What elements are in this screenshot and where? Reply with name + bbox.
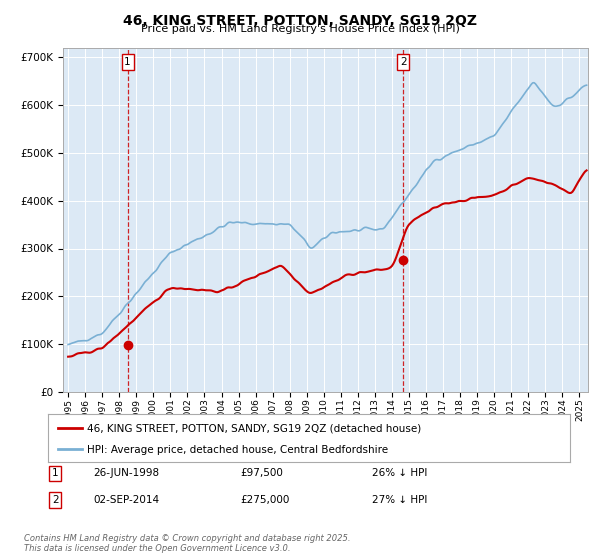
Text: Price paid vs. HM Land Registry's House Price Index (HPI): Price paid vs. HM Land Registry's House … <box>140 24 460 34</box>
Text: 27% ↓ HPI: 27% ↓ HPI <box>372 495 427 505</box>
Text: 46, KING STREET, POTTON, SANDY, SG19 2QZ (detached house): 46, KING STREET, POTTON, SANDY, SG19 2QZ… <box>87 424 421 433</box>
Text: 1: 1 <box>52 468 59 478</box>
Text: HPI: Average price, detached house, Central Bedfordshire: HPI: Average price, detached house, Cent… <box>87 445 388 455</box>
Text: 1: 1 <box>124 57 131 67</box>
Text: £275,000: £275,000 <box>240 495 289 505</box>
Text: 26-JUN-1998: 26-JUN-1998 <box>93 468 159 478</box>
Text: Contains HM Land Registry data © Crown copyright and database right 2025.
This d: Contains HM Land Registry data © Crown c… <box>24 534 350 553</box>
Text: £97,500: £97,500 <box>240 468 283 478</box>
Text: 02-SEP-2014: 02-SEP-2014 <box>93 495 159 505</box>
Text: 46, KING STREET, POTTON, SANDY, SG19 2QZ: 46, KING STREET, POTTON, SANDY, SG19 2QZ <box>123 14 477 28</box>
Text: 26% ↓ HPI: 26% ↓ HPI <box>372 468 427 478</box>
Text: 2: 2 <box>400 57 407 67</box>
Text: 2: 2 <box>52 495 59 505</box>
